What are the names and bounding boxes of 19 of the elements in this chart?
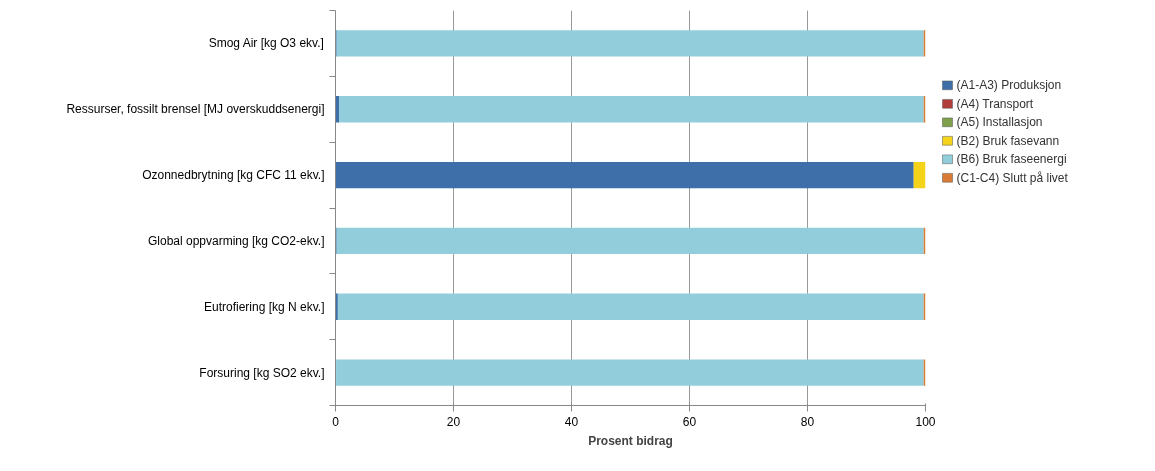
y-tick-label: Smog Air [kg O3 ekv.] bbox=[208, 36, 324, 51]
legend-label: (A5) Installasjon bbox=[956, 115, 1043, 130]
legend-label: (B2) Bruk fasevann bbox=[956, 133, 1060, 148]
x-tick-label: 60 bbox=[682, 414, 697, 429]
legend-label: (A4) Transport bbox=[956, 96, 1034, 111]
x-axis-title: Prosent bidrag bbox=[588, 433, 673, 448]
x-tick-label: 0 bbox=[332, 414, 340, 429]
y-tick-label: Forsuring [kg SO2 ekv.] bbox=[199, 365, 325, 380]
y-tick-label: Global oppvarming [kg CO2-ekv.] bbox=[147, 233, 325, 248]
x-tick-label: 100 bbox=[915, 414, 936, 429]
legend-label: (B6) Bruk faseenergi bbox=[956, 152, 1067, 167]
x-tick-label: 80 bbox=[800, 414, 815, 429]
legend-label: (C1-C4) Slutt på livet bbox=[956, 170, 1069, 185]
x-tick-label: 20 bbox=[446, 414, 461, 429]
y-tick-label: Ozonnedbrytning [kg CFC 11 ekv.] bbox=[142, 168, 325, 183]
y-tick-label: Ressurser, fossilt brensel [MJ overskuddsenergi] bbox=[66, 102, 325, 117]
y-tick-label: Eutrofiering [kg N ekv.] bbox=[204, 299, 325, 314]
legend-label: (A1-A3) Produksjon bbox=[956, 78, 1062, 93]
x-tick-label: 40 bbox=[564, 414, 579, 429]
